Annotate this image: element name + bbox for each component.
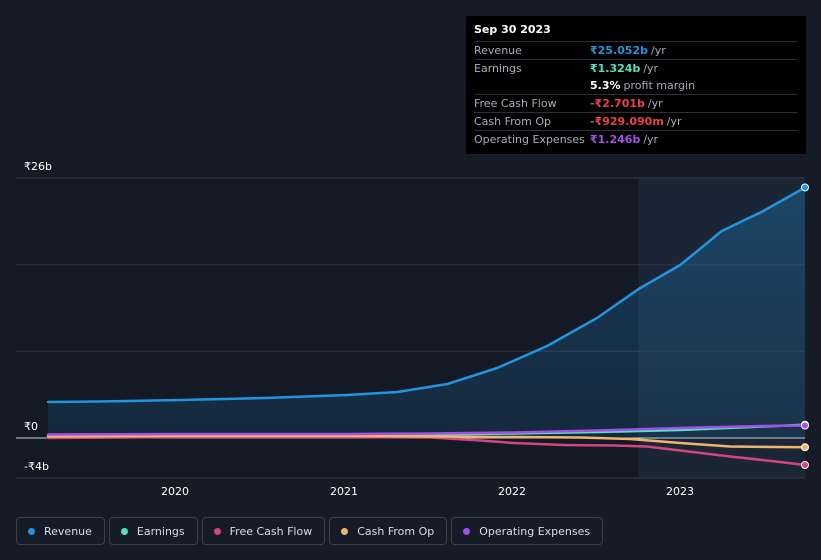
legend-item-cash-from-op[interactable]: Cash From Op (329, 517, 448, 545)
tooltip-row-fcf: Free Cash Flow -₹2.701b /yr (474, 94, 798, 112)
tooltip: Sep 30 2023 Revenue ₹25.052b /yr Earning… (466, 16, 806, 154)
legend-item-revenue[interactable]: Revenue (16, 517, 105, 545)
tooltip-value: ₹25.052b (590, 44, 648, 57)
legend-item-operating-expenses[interactable]: Operating Expenses (451, 517, 604, 545)
tooltip-label: Operating Expenses (474, 133, 585, 146)
tooltip-row-revenue: Revenue ₹25.052b /yr (474, 41, 798, 59)
x-tick-label: 2021 (330, 485, 358, 498)
tooltip-unit: profit margin (623, 79, 696, 92)
legend-dot-icon (120, 527, 128, 535)
tooltip-label: Revenue (474, 44, 522, 57)
y-tick-label-zero: ₹0 (24, 420, 38, 433)
tooltip-unit: /yr (643, 62, 659, 75)
tooltip-date: Sep 30 2023 (474, 23, 551, 36)
legend-label: Revenue (44, 524, 92, 538)
y-tick-label-max: ₹26b (24, 160, 52, 173)
free-cash-flow-end-point (801, 461, 809, 470)
legend-dot-icon (341, 527, 349, 535)
tooltip-label: Free Cash Flow (474, 97, 557, 110)
operating-expenses-end-point (801, 421, 809, 430)
revenue-line (46, 186, 807, 404)
tooltip-unit: /yr (647, 97, 663, 110)
tooltip-value: ₹1.246b (590, 133, 641, 146)
x-tick-label: 2023 (666, 485, 694, 498)
tooltip-value: ₹1.324b (590, 62, 641, 75)
x-tick-label: 2022 (498, 485, 526, 498)
legend-dot-icon (463, 527, 471, 535)
tooltip-label (474, 77, 590, 94)
x-tick-label: 2020 (161, 485, 189, 498)
cash-from-op-end-point (801, 443, 809, 452)
legend-item-free-cash-flow[interactable]: Free Cash Flow (201, 517, 326, 545)
legend: Revenue Earnings Free Cash Flow Cash Fro… (16, 517, 604, 545)
legend-label: Cash From Op (357, 524, 435, 538)
tooltip-label: Cash From Op (474, 115, 552, 128)
tooltip-row-cfo: Cash From Op -₹929.090m /yr (474, 112, 798, 130)
legend-item-earnings[interactable]: Earnings (108, 517, 198, 545)
legend-label: Free Cash Flow (229, 524, 313, 538)
tooltip-unit: /yr (643, 133, 659, 146)
tooltip-value: -₹929.090m (590, 115, 664, 128)
legend-label: Earnings (136, 524, 185, 538)
cash-from-op-line (46, 434, 807, 449)
tooltip-row-earnings: Earnings ₹1.324b /yr (474, 59, 798, 77)
legend-dot-icon (28, 527, 35, 535)
tooltip-value: 5.3% (590, 79, 621, 92)
tooltip-unit: /yr (650, 44, 666, 57)
revenue-end-point (801, 183, 809, 192)
tooltip-value: -₹2.701b (590, 97, 645, 110)
revenue-area (48, 187, 805, 438)
tooltip-row-margin: 5.3% profit margin (474, 77, 798, 94)
operating-expenses-line (46, 424, 807, 436)
legend-dot-icon (213, 527, 221, 535)
tooltip-unit: /yr (666, 115, 682, 128)
tooltip-row-opex: Operating Expenses ₹1.246b /yr (474, 130, 798, 148)
legend-label: Operating Expenses (479, 524, 591, 538)
y-tick-label-min: -₹4b (24, 460, 49, 473)
tooltip-label: Earnings (474, 62, 522, 75)
